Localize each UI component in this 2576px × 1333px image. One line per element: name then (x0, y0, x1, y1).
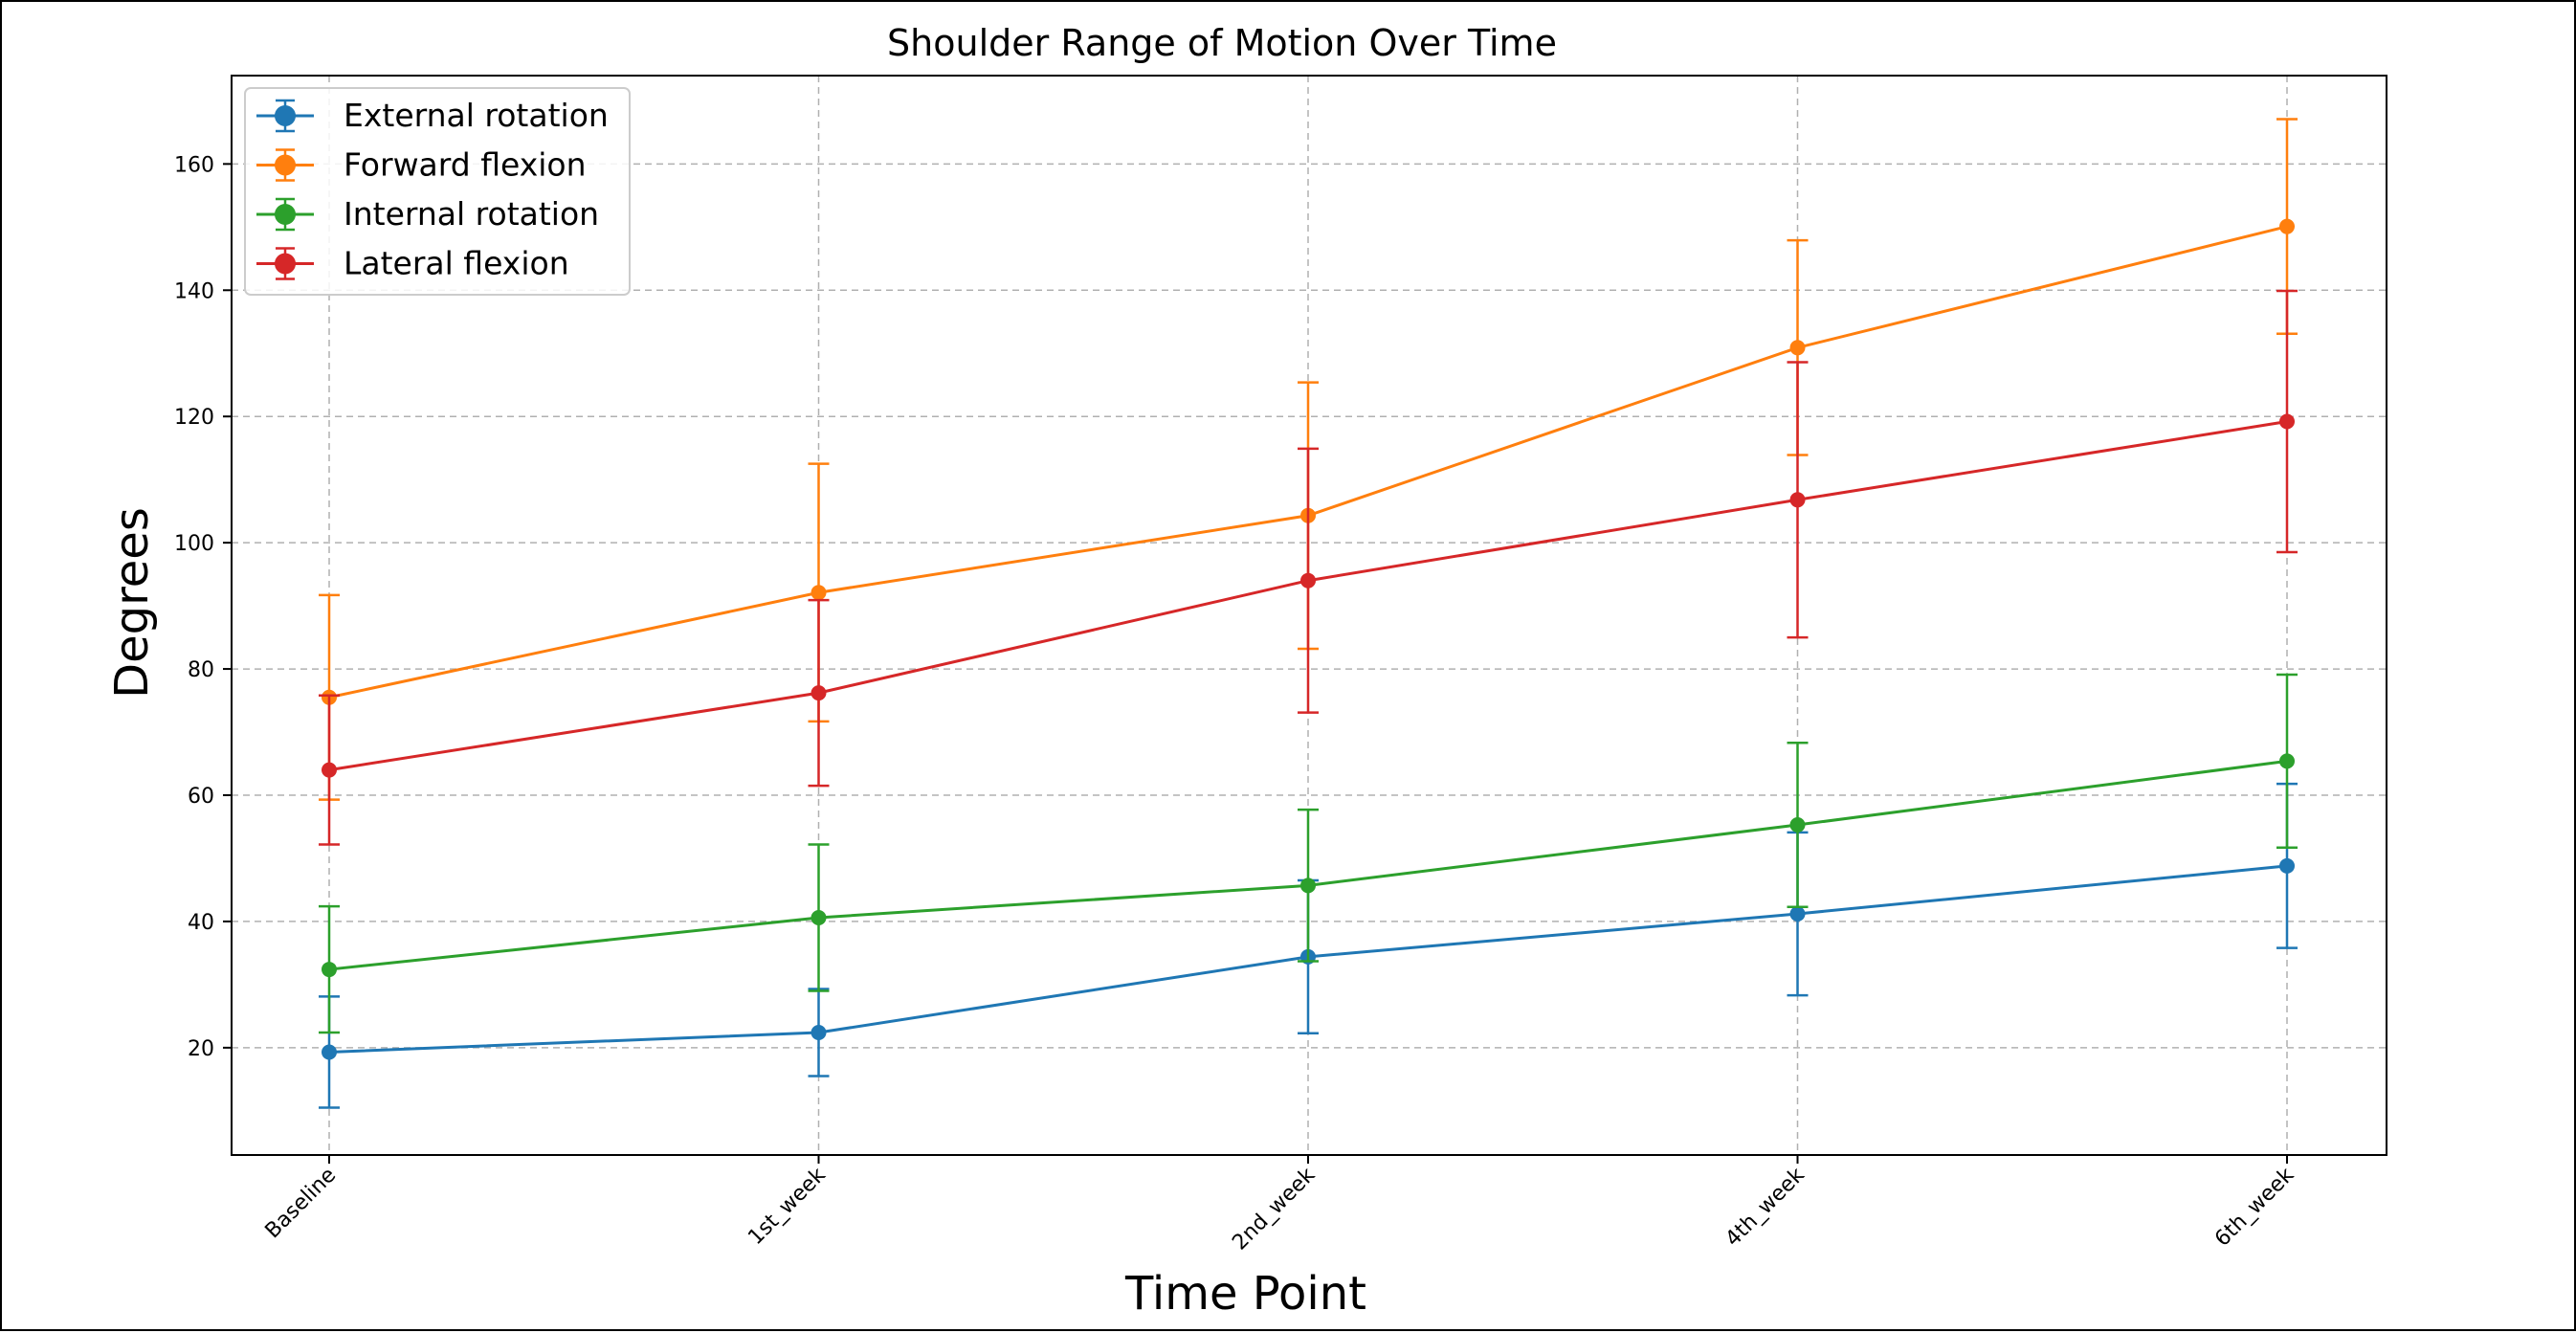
data-point (2279, 753, 2295, 769)
data-point (2279, 413, 2295, 430)
data-point (1789, 906, 1806, 922)
legend-item: Internal rotation (256, 195, 599, 233)
legend-label: Lateral flexion (344, 245, 569, 282)
legend-label: Forward flexion (344, 146, 587, 184)
data-point (322, 1044, 337, 1060)
series-internal-rotation (319, 673, 2298, 1034)
legend-item: Forward flexion (256, 146, 587, 184)
data-point (811, 909, 827, 925)
x-tick-label: 1st_week (744, 1163, 831, 1250)
x-tick-label: Baseline (261, 1164, 342, 1244)
legend-box (244, 87, 631, 296)
series-lateral-flexion (319, 289, 2298, 846)
data-point (322, 762, 337, 778)
y-tick-label: 20 (188, 1037, 214, 1061)
y-tick-label: 100 (174, 532, 214, 556)
data-point (1300, 878, 1316, 894)
data-point (1300, 572, 1316, 589)
x-axis-ticks: Baseline 1st_week 2nd_week 4th_week 6th_week (261, 1155, 2298, 1255)
x-tick-label: 4th_week (1721, 1163, 1810, 1251)
y-tick-label: 40 (188, 911, 214, 935)
x-tick-label: 2nd_week (1228, 1163, 1320, 1255)
series-layer (319, 118, 2298, 1109)
legend-marker (275, 253, 296, 275)
legend: External rotation Forward flexion Internal… (244, 87, 631, 296)
y-tick-label: 60 (188, 785, 214, 809)
y-axis-label: Degrees (105, 507, 159, 699)
data-point (2279, 218, 2295, 234)
legend-item: External rotation (256, 97, 609, 134)
y-tick-label: 80 (188, 658, 214, 682)
legend-marker (275, 204, 296, 225)
chart-title: Shoulder Range of Motion Over Time (887, 22, 1557, 64)
y-tick-label: 160 (174, 153, 214, 177)
y-tick-label: 120 (174, 406, 214, 430)
legend-item: Lateral flexion (256, 245, 569, 282)
x-axis-label: Time Point (1124, 1267, 1366, 1321)
data-point (1789, 492, 1806, 508)
x-tick-label: 6th_week (2210, 1163, 2298, 1251)
data-point (811, 585, 827, 601)
legend-label: Internal rotation (344, 195, 599, 233)
y-axis-ticks: 20 40 60 80 100 120 140 160 (174, 153, 232, 1061)
data-point (1789, 817, 1806, 833)
legend-marker (275, 105, 296, 126)
data-point (811, 1025, 827, 1041)
data-point (1789, 340, 1806, 356)
legend-label: External rotation (344, 97, 609, 134)
data-point (811, 685, 827, 701)
legend-marker (275, 154, 296, 176)
data-point (322, 962, 337, 978)
data-point (2279, 857, 2295, 874)
y-tick-label: 140 (174, 279, 214, 303)
